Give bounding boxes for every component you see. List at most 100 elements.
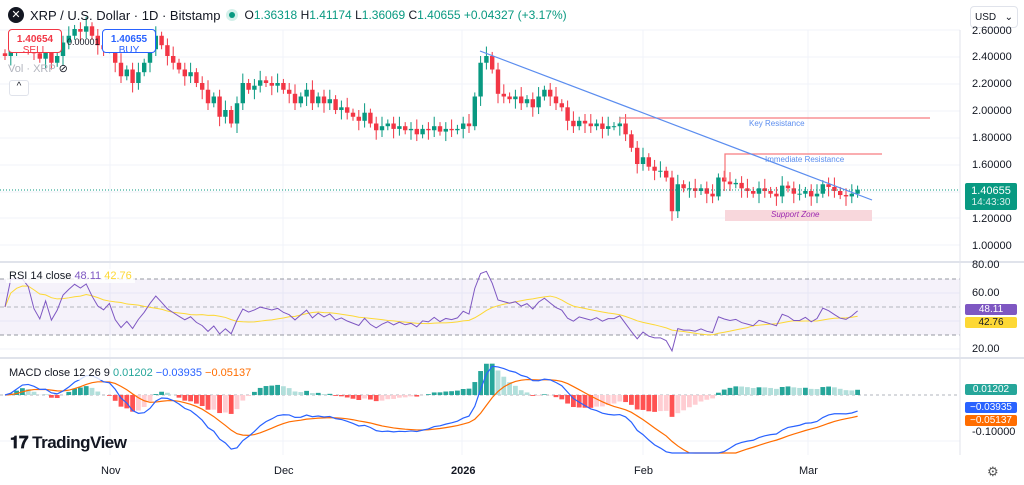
downtrend-line[interactable] [479, 50, 873, 201]
macd-histogram-bar [136, 395, 141, 411]
macd-histogram-bar [356, 395, 362, 400]
candle-body [698, 188, 704, 191]
candle-body [710, 193, 715, 197]
macd-histogram-bar [25, 389, 31, 395]
time-tick: Mar [799, 465, 818, 477]
symbol-header[interactable]: ✕ XRP / U.S. Dollar · 1D · Bitstamp O1.3… [8, 7, 567, 23]
macd-histogram-bar [269, 385, 275, 395]
time-tick: Feb [634, 465, 653, 477]
candle-body [751, 191, 756, 194]
macd-histogram-bar [588, 395, 594, 408]
candle-body [443, 128, 448, 132]
macd-histogram-bar [634, 395, 640, 410]
volume-legend[interactable]: Vol · XRP ⊘ [8, 63, 68, 75]
candle-body [646, 157, 651, 167]
candle-body [513, 96, 518, 100]
macd-histogram-bar [66, 391, 72, 395]
currency-select[interactable]: USD ⌄ [970, 6, 1018, 28]
macd-histogram-bar [95, 391, 101, 395]
candle-body [716, 177, 721, 197]
macd-histogram-bar [107, 395, 112, 396]
candle-body [565, 107, 570, 121]
candle-body [838, 191, 843, 196]
macd-histogram-bar [443, 391, 449, 395]
candle-body [461, 123, 466, 129]
macd-histogram-bar [426, 394, 431, 395]
macd-histogram-bar [118, 395, 124, 407]
candle-body [89, 26, 95, 36]
candle-body [495, 69, 501, 94]
candle-body [768, 191, 773, 194]
macd-histogram-bar [211, 395, 217, 410]
macd-histogram-bar [362, 395, 367, 399]
candle-body [368, 112, 373, 124]
macd-histogram-bar [240, 395, 246, 401]
buy-button[interactable]: 1.40655 BUY [102, 29, 156, 56]
macd-histogram-bar [565, 395, 570, 404]
macd-histogram-bar [652, 395, 657, 412]
candle-body [165, 45, 170, 56]
candle-body [704, 188, 709, 194]
candle-body [147, 49, 153, 63]
candle-body [559, 103, 564, 108]
macd-histogram-bar [89, 387, 95, 395]
candle-body [182, 69, 187, 77]
price-tick: 2.40000 [972, 51, 1012, 63]
candle-body [635, 147, 640, 164]
candle-body [350, 112, 356, 117]
eye-hidden-icon[interactable]: ⊘ [58, 63, 68, 75]
macd-histogram-bar [368, 395, 373, 400]
candle-body [95, 35, 100, 46]
candle-body [304, 89, 309, 97]
macd-histogram-bar [484, 363, 489, 395]
candle-body [681, 184, 686, 189]
rsi-legend[interactable]: RSI 14 close 48.11 42.76 [6, 269, 135, 283]
sell-button[interactable]: 1.40654 SELL [8, 29, 62, 56]
key-resistance-line [619, 117, 930, 122]
macd-histogram-bar [414, 395, 420, 397]
settings-icon[interactable]: ⚙ [987, 464, 999, 479]
macd-histogram-bar [849, 390, 855, 395]
candle-body [136, 72, 141, 83]
macd-legend[interactable]: MACD close 12 26 9 0.01202 −0.03935 −0.0… [6, 366, 255, 380]
price-tick: 1.00000 [972, 240, 1012, 252]
macd-histogram-bar [228, 395, 234, 414]
time-tick: 2026 [451, 465, 476, 477]
candle-body [240, 83, 245, 104]
candle-body [339, 107, 344, 110]
macd-histogram-bar [333, 395, 338, 396]
candle-body [78, 29, 83, 32]
macd-histogram-bar [797, 387, 802, 395]
macd-histogram-bar [14, 390, 19, 395]
collapse-button[interactable]: ^ [9, 80, 29, 96]
candle-body [849, 193, 854, 197]
candle-body [623, 123, 628, 135]
macd-histogram-bar [466, 388, 472, 395]
candle-body [832, 186, 837, 191]
candle-body [780, 185, 785, 197]
chevron-down-icon: ⌄ [1004, 12, 1013, 23]
candle-body [72, 29, 77, 36]
candle-body [345, 107, 350, 113]
candle-body [316, 96, 321, 104]
candle-body [606, 126, 611, 129]
candle-body [217, 96, 222, 117]
tradingview-logo[interactable]: 𝟏𝟕 TradingView [10, 433, 127, 452]
candle-body [420, 128, 425, 135]
candle-body [727, 181, 733, 185]
candle-body [803, 191, 808, 194]
macd-histogram-bar [675, 395, 681, 414]
symbol-title[interactable]: XRP / U.S. Dollar · 1D · Bitstamp [30, 7, 221, 23]
support-zone [725, 210, 872, 221]
macd-histogram-bar [739, 386, 744, 395]
last-price-tag: 1.40655 14:43:30 [965, 183, 1017, 210]
candle-body [524, 99, 530, 104]
candle-body [693, 188, 698, 191]
candle-body [774, 193, 779, 197]
rsi-line [4, 270, 858, 353]
candle-body [397, 126, 402, 129]
macd-histogram-bar [49, 395, 54, 398]
macd-histogram-bar [379, 395, 385, 401]
macd-histogram-bar [292, 391, 298, 395]
